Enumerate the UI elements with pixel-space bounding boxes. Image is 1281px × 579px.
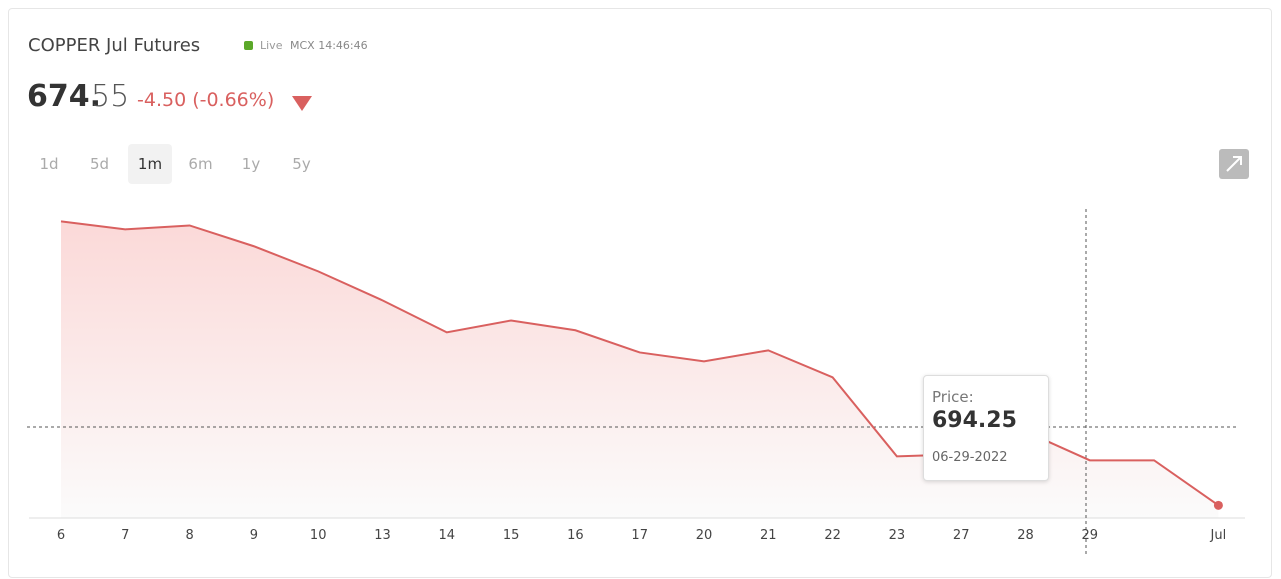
x-tick-label: Jul — [1210, 528, 1227, 543]
x-tick-label: 8 — [185, 528, 193, 543]
x-tick-label: 20 — [696, 528, 713, 543]
x-tick-label: 29 — [1082, 528, 1099, 543]
price-decimals: 55 — [91, 79, 130, 114]
last-point — [1213, 500, 1223, 510]
range-tab[interactable]: 5d — [89, 155, 110, 173]
x-tick-label: 14 — [439, 528, 456, 543]
range-tab[interactable]: 1y — [241, 155, 261, 173]
live-dot — [244, 41, 253, 50]
x-tick-label: 21 — [760, 528, 777, 543]
area — [61, 221, 1219, 518]
x-tick-label: 6 — [57, 528, 65, 543]
range-tab[interactable]: 1m — [128, 144, 172, 184]
x-tick-label: 15 — [503, 528, 520, 543]
change: -4.50 (-0.66%) — [137, 89, 275, 111]
chart: 6 7 8 9 10 13 14 15 16 17 20 21 22 23 27 28 29 Jul — [27, 96, 1249, 555]
down-arrow — [292, 96, 312, 111]
tooltip-label: Price: — [932, 388, 974, 406]
x-tick-label: 9 — [250, 528, 258, 543]
price: 674. — [27, 79, 102, 114]
card: 6 7 8 9 10 13 14 15 16 17 20 21 22 23 27 28 29 Jul COPPER… — [8, 8, 1272, 578]
x-tick-label: 22 — [824, 528, 841, 543]
live: Live — [260, 39, 283, 52]
x-tick-label: 17 — [631, 528, 648, 543]
tooltip: Price: 694.25 06-29-2022 — [923, 375, 1049, 481]
tooltip-date: 06-29-2022 — [932, 450, 1008, 465]
x-tick-label: 23 — [889, 528, 906, 543]
exchange-time: MCX 14:46:46 — [290, 39, 368, 52]
x-tick-label: 10 — [310, 528, 327, 543]
x-tick-label: 16 — [567, 528, 584, 543]
x-tick-label: 7 — [121, 528, 129, 543]
tooltip-value: 694.25 — [932, 408, 1017, 433]
title: COPPER Jul Futures — [28, 35, 201, 56]
range-tab[interactable]: 1d — [39, 155, 59, 173]
x-tick-label: 27 — [953, 528, 970, 543]
x-tick-label: 28 — [1017, 528, 1034, 543]
x-tick-label: 13 — [374, 528, 391, 543]
expand-icon — [1226, 156, 1242, 172]
range-tab[interactable]: 5y — [292, 155, 311, 173]
range-tab[interactable]: 6m — [188, 155, 213, 173]
